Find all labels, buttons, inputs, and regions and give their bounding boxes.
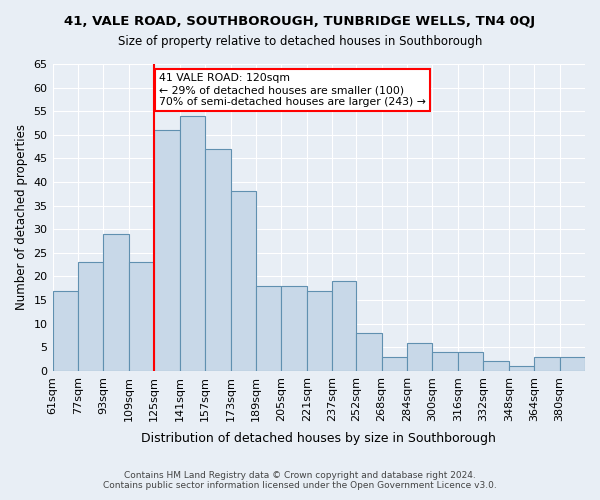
Bar [458, 352, 483, 371]
Bar [382, 356, 407, 371]
Text: Size of property relative to detached houses in Southborough: Size of property relative to detached ho… [118, 35, 482, 48]
Bar [78, 262, 103, 371]
Y-axis label: Number of detached properties: Number of detached properties [15, 124, 28, 310]
Bar [129, 262, 154, 371]
Bar [407, 342, 433, 371]
Bar [230, 192, 256, 371]
Bar [205, 149, 230, 371]
Bar [281, 286, 307, 371]
Bar [433, 352, 458, 371]
Bar [53, 290, 78, 371]
Text: Contains HM Land Registry data © Crown copyright and database right 2024.
Contai: Contains HM Land Registry data © Crown c… [103, 470, 497, 490]
Bar [534, 356, 560, 371]
Text: 41 VALE ROAD: 120sqm
← 29% of detached houses are smaller (100)
70% of semi-deta: 41 VALE ROAD: 120sqm ← 29% of detached h… [159, 74, 426, 106]
X-axis label: Distribution of detached houses by size in Southborough: Distribution of detached houses by size … [142, 432, 496, 445]
Bar [307, 290, 332, 371]
Bar [332, 281, 356, 371]
Bar [483, 362, 509, 371]
Bar [509, 366, 534, 371]
Bar [179, 116, 205, 371]
Text: 41, VALE ROAD, SOUTHBOROUGH, TUNBRIDGE WELLS, TN4 0QJ: 41, VALE ROAD, SOUTHBOROUGH, TUNBRIDGE W… [64, 15, 536, 28]
Bar [560, 356, 585, 371]
Bar [154, 130, 179, 371]
Bar [103, 234, 129, 371]
Bar [256, 286, 281, 371]
Bar [356, 333, 382, 371]
